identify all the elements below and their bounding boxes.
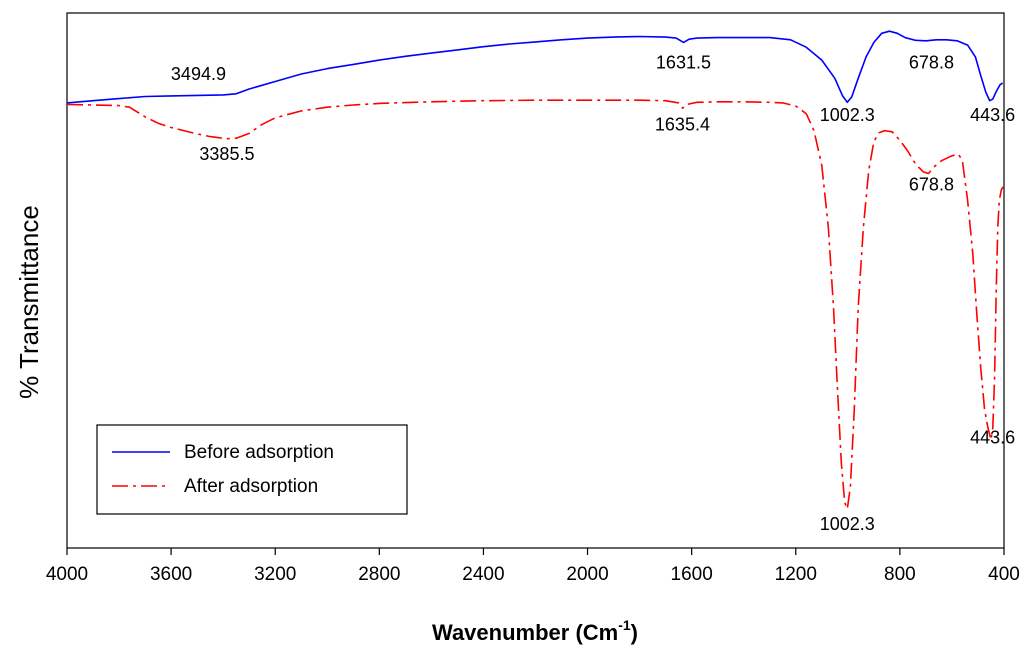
series-line-after-adsorption (66, 99, 1004, 510)
series-line-before-adsorption (66, 30, 1004, 104)
x-axis-label-superscript: -1 (618, 617, 631, 633)
x-tick-label-2400: 2400 (462, 564, 504, 585)
annotation-layer: 3494.9 1631.5 1002.3 678.8 443.6 3385.5 1635.4… (171, 53, 1015, 534)
peak-annotation-4: 443.6 (970, 105, 1015, 125)
x-tick-label-2800: 2800 (358, 564, 400, 585)
x-tick-label-4000: 4000 (46, 564, 88, 585)
legend-label-after: After adsorption (184, 476, 318, 497)
peak-annotation-2: 1002.3 (820, 105, 875, 125)
series-layer (66, 30, 1004, 510)
peak-annotation-6: 1635.4 (655, 115, 710, 135)
x-tick-label-2000: 2000 (566, 564, 608, 585)
peak-annotation-8: 443.6 (970, 428, 1015, 448)
y-axis-label: % Transmittance (14, 205, 44, 399)
x-tick-label-3200: 3200 (254, 564, 296, 585)
peak-annotation-1: 1631.5 (656, 53, 711, 73)
peak-annotation-9: 1002.3 (820, 514, 875, 534)
peak-annotation-3: 678.8 (909, 53, 954, 73)
legend-label-before: Before adsorption (184, 442, 334, 463)
peak-annotation-0: 3494.9 (171, 64, 226, 84)
x-axis-label: Wavenumber (Cm-1) (432, 617, 638, 645)
peak-annotation-7: 678.8 (909, 175, 954, 195)
x-tick-label-1600: 1600 (671, 564, 713, 585)
x-tick-label-400: 400 (988, 564, 1020, 585)
peak-annotation-5: 3385.5 (199, 144, 254, 164)
x-axis-label-tail: ) (631, 620, 638, 645)
x-tick-label-1200: 1200 (775, 564, 817, 585)
x-tick-label-800: 800 (884, 564, 916, 585)
plot-frame (66, 12, 1005, 549)
x-axis-ticks: 4000 3600 3200 2800 2400 2000 1600 1200 800 400 (46, 548, 1020, 585)
legend: Before adsorption After adsorption (96, 424, 408, 515)
legend-box (96, 424, 408, 515)
x-axis-label-main: Wavenumber (Cm (432, 620, 618, 645)
x-tick-label-3600: 3600 (150, 564, 192, 585)
